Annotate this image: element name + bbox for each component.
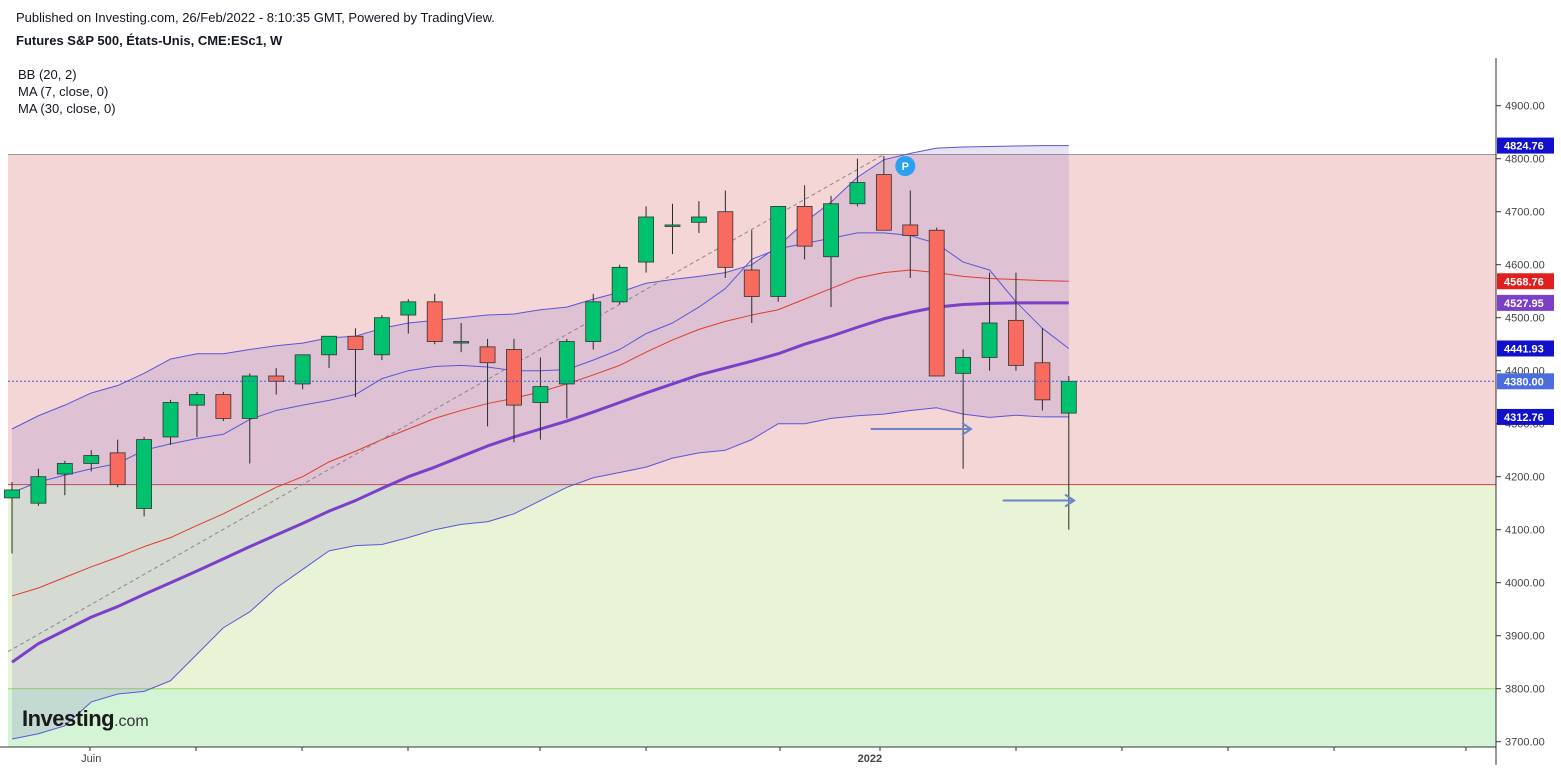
candle bbox=[638, 216, 654, 263]
legend-ma30[interactable]: MA (30, close, 0) bbox=[18, 101, 116, 116]
price-label-box bbox=[1497, 137, 1554, 154]
candle bbox=[849, 182, 866, 205]
candle bbox=[453, 341, 470, 344]
candle bbox=[558, 341, 575, 385]
candle bbox=[796, 205, 813, 247]
price-label: 4441.93 bbox=[1504, 343, 1544, 355]
candle bbox=[691, 216, 707, 223]
y-tick-label: 4800.00 bbox=[1505, 154, 1545, 166]
candle bbox=[4, 489, 20, 499]
candle bbox=[981, 322, 998, 358]
candle bbox=[823, 203, 839, 258]
candle bbox=[955, 357, 972, 374]
pivot-marker-label: P bbox=[902, 161, 909, 173]
candle bbox=[162, 402, 179, 438]
symbol-title: Futures S&P 500, États-Unis, CME:ESc1, W bbox=[16, 33, 283, 48]
y-tick-label: 3900.00 bbox=[1505, 631, 1545, 643]
price-label-box bbox=[1497, 340, 1554, 357]
y-tick-label: 4200.00 bbox=[1505, 472, 1545, 484]
candle bbox=[136, 439, 153, 509]
candle bbox=[241, 375, 258, 419]
investing-logo: Investing.com bbox=[22, 706, 149, 732]
candle bbox=[717, 211, 734, 268]
candle bbox=[109, 452, 126, 486]
price-label: 4824.76 bbox=[1504, 141, 1544, 153]
candle bbox=[321, 335, 337, 356]
candle bbox=[902, 224, 919, 236]
indicator-legend: BB (20, 2) MA (7, close, 0) MA (30, clos… bbox=[18, 66, 116, 117]
price-label-box bbox=[1497, 294, 1554, 311]
candle bbox=[479, 346, 496, 364]
candle bbox=[532, 386, 549, 403]
y-tick-label: 4500.00 bbox=[1505, 313, 1545, 325]
logo-suffix: .com bbox=[114, 713, 149, 730]
price-label: 4568.76 bbox=[1504, 276, 1544, 288]
candle bbox=[770, 205, 787, 297]
candle bbox=[294, 354, 311, 385]
candle bbox=[1060, 380, 1077, 414]
candle bbox=[875, 174, 892, 231]
candle bbox=[83, 455, 100, 464]
legend-ma7[interactable]: MA (7, close, 0) bbox=[18, 84, 109, 99]
y-tick-label: 4100.00 bbox=[1505, 525, 1545, 537]
x-tick-label: Juin bbox=[81, 753, 101, 765]
candle bbox=[506, 349, 522, 406]
candle bbox=[611, 266, 628, 303]
candle bbox=[664, 224, 681, 227]
legend-bb[interactable]: BB (20, 2) bbox=[18, 67, 77, 82]
candle bbox=[215, 394, 232, 419]
published-info: Published on Investing.com, 26/Feb/2022 … bbox=[16, 10, 495, 25]
candle bbox=[373, 317, 390, 356]
candle bbox=[426, 301, 443, 342]
y-tick-label: 3700.00 bbox=[1505, 737, 1545, 749]
zone-green bbox=[8, 688, 1496, 747]
y-tick-label: 3800.00 bbox=[1505, 684, 1545, 696]
bb-upper-line bbox=[11, 145, 1069, 430]
price-label: 4380.00 bbox=[1504, 376, 1544, 388]
pivot-marker bbox=[895, 156, 916, 176]
y-tick-label: 4900.00 bbox=[1505, 101, 1545, 113]
candle bbox=[189, 394, 205, 406]
x-tick-label: 2022 bbox=[858, 753, 882, 765]
candle bbox=[347, 335, 364, 350]
candle bbox=[585, 301, 602, 342]
price-label: 4527.95 bbox=[1504, 298, 1544, 310]
arrow-head bbox=[961, 422, 973, 436]
zone-yellow bbox=[8, 484, 1496, 689]
price-label-box bbox=[1497, 408, 1554, 425]
candle bbox=[30, 476, 47, 504]
bb-lower-line bbox=[11, 407, 1069, 740]
bb-fill bbox=[12, 145, 1069, 740]
candle bbox=[928, 229, 945, 377]
y-tick-label: 4000.00 bbox=[1505, 578, 1545, 590]
logo-brand: Investing bbox=[22, 706, 115, 731]
y-tick-label: 4600.00 bbox=[1505, 260, 1545, 272]
candle bbox=[1008, 319, 1024, 366]
y-tick-label: 4700.00 bbox=[1505, 207, 1545, 219]
price-label-box bbox=[1497, 373, 1554, 390]
arrow-head bbox=[1064, 493, 1076, 508]
candle bbox=[268, 375, 285, 382]
price-label: 4312.76 bbox=[1504, 412, 1544, 424]
price-label-box bbox=[1497, 273, 1554, 290]
candle bbox=[56, 463, 73, 475]
candle bbox=[743, 269, 760, 297]
candle bbox=[400, 301, 417, 316]
